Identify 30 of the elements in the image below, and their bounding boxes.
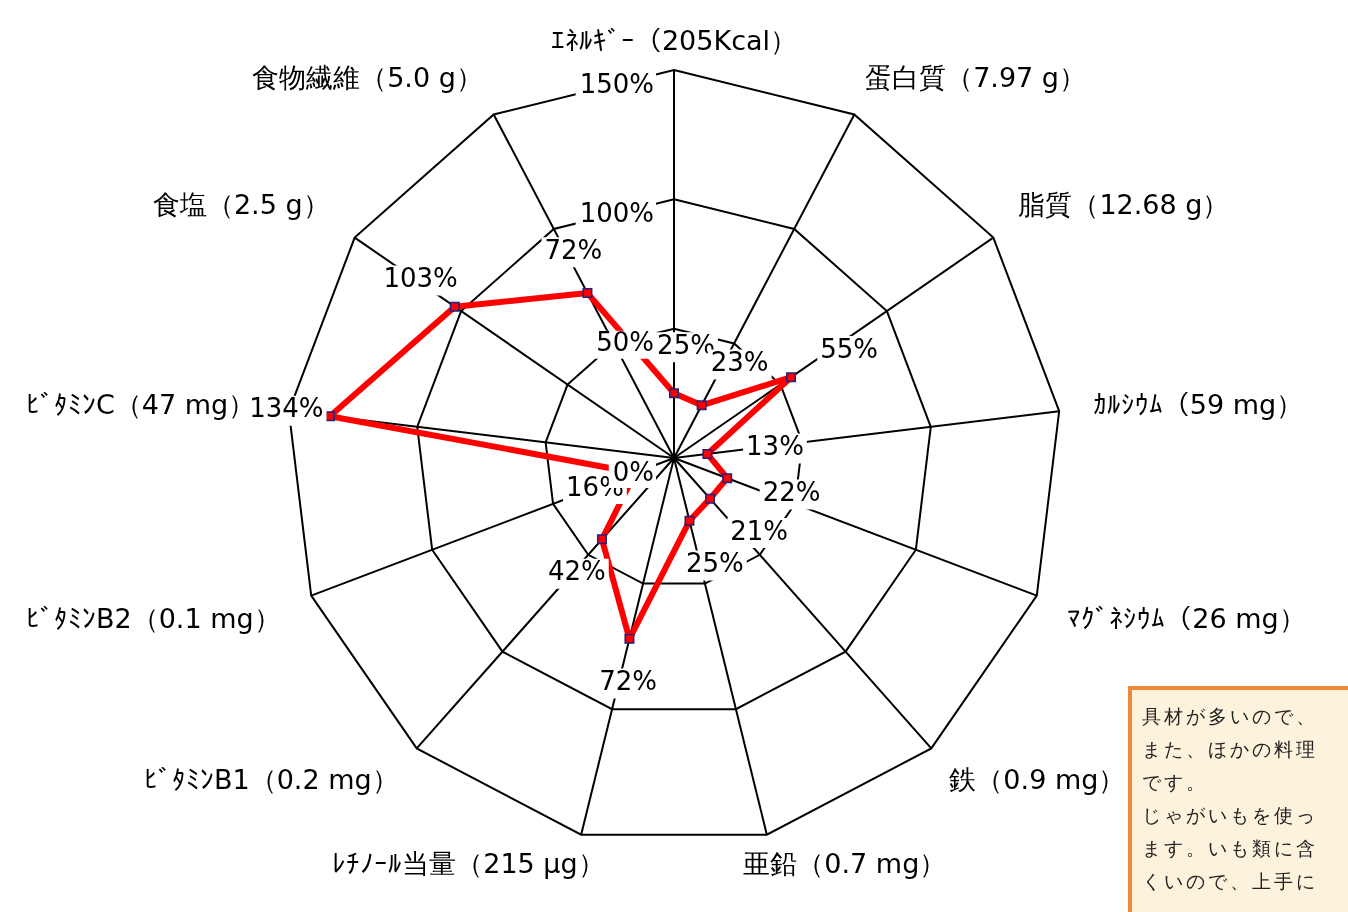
text: です。	[1142, 770, 1209, 795]
data-label: 21%	[730, 515, 789, 546]
data-label: 25%	[685, 548, 744, 579]
text: また、ほかの料理	[1142, 737, 1319, 762]
spoke-label: ﾋﾞﾀﾐﾝB1（0.2 mg）	[143, 764, 399, 796]
text: 具材が多いので、	[1142, 704, 1319, 729]
y-tick-label: 50%	[596, 327, 654, 358]
data-label: 72%	[599, 666, 657, 697]
spoke-label: ﾋﾞﾀﾐﾝB2（0.1 mg）	[25, 602, 281, 634]
text: じゃがいもを使っ	[1142, 803, 1319, 828]
spoke-label: ｶﾙｼｳﾑ（59 mg）	[1092, 389, 1304, 421]
spoke-label: ｴﾈﾙｷﾞｰ（205Kcal）	[550, 24, 798, 56]
spoke-label: 亜鉛（0.7 mg）	[743, 848, 947, 880]
text: くいので、上手に	[1142, 869, 1319, 894]
text: ます。いも類に含	[1142, 836, 1319, 861]
y-tick-label: 150%	[579, 68, 654, 99]
data-label: 13%	[746, 431, 804, 462]
y-tick-label: 100%	[579, 198, 654, 229]
spoke-label: 食物繊維（5.0 g）	[252, 62, 483, 94]
data-label: 55%	[820, 333, 879, 364]
spoke-label: 鉄（0.9 mg）	[949, 764, 1126, 796]
spoke-label: 脂質（12.68 g）	[1018, 188, 1230, 220]
spoke-label: ﾏｸﾞﾈｼｳﾑ（26 mg）	[1067, 602, 1306, 634]
spoke-label: ﾚﾁﾉｰﾙ当量（215 μg）	[332, 848, 605, 880]
spoke-label: 食塩（2.5 g）	[152, 188, 330, 220]
data-label: 22%	[762, 477, 821, 508]
spoke-label: 蛋白質（7.97 g）	[865, 62, 1086, 94]
data-label: 72%	[544, 235, 603, 266]
data-label: 103%	[383, 263, 458, 294]
data-label: 42%	[547, 556, 606, 587]
